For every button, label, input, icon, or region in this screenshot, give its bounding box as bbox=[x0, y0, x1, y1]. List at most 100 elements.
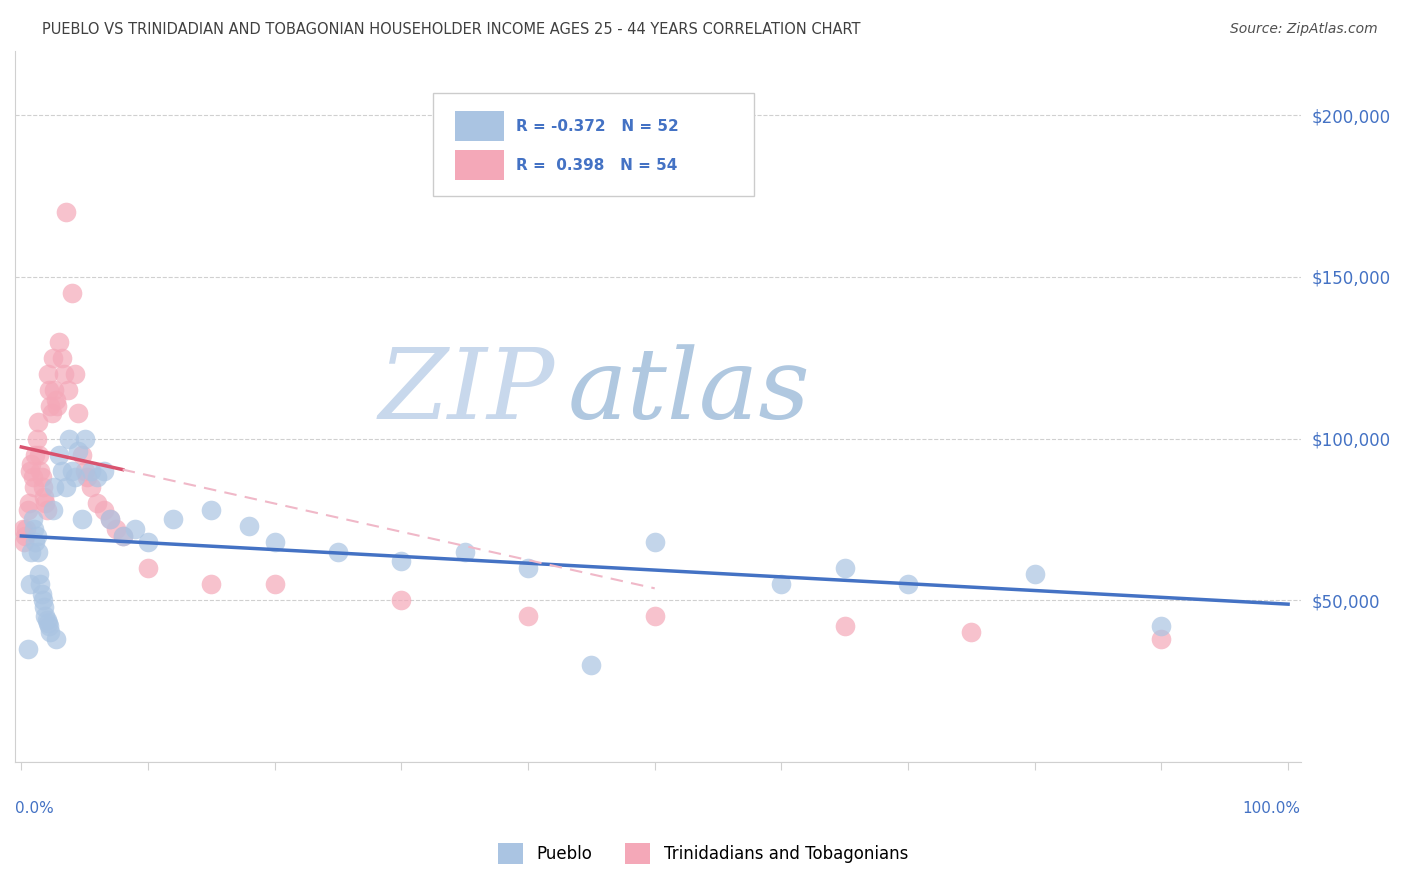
Point bbox=[38, 619, 60, 633]
Point bbox=[73, 432, 96, 446]
Point bbox=[31, 593, 53, 607]
Point bbox=[31, 480, 53, 494]
Point bbox=[454, 544, 477, 558]
Point bbox=[111, 528, 134, 542]
Point bbox=[389, 593, 412, 607]
Point bbox=[389, 554, 412, 568]
Point bbox=[32, 490, 55, 504]
Point bbox=[39, 625, 62, 640]
Point bbox=[1024, 567, 1046, 582]
Point bbox=[38, 383, 60, 397]
Point bbox=[200, 502, 222, 516]
Point bbox=[80, 480, 103, 494]
Bar bbox=[454, 112, 503, 141]
Bar bbox=[454, 150, 503, 180]
Text: R =  0.398   N = 54: R = 0.398 N = 54 bbox=[516, 158, 678, 173]
Point bbox=[70, 512, 93, 526]
Point bbox=[34, 496, 56, 510]
Point bbox=[35, 613, 58, 627]
Point bbox=[42, 502, 65, 516]
Point bbox=[834, 561, 856, 575]
Point bbox=[98, 512, 121, 526]
Text: PUEBLO VS TRINIDADIAN AND TOBAGONIAN HOUSEHOLDER INCOME AGES 25 - 44 YEARS CORRE: PUEBLO VS TRINIDADIAN AND TOBAGONIAN HOU… bbox=[42, 22, 860, 37]
Point bbox=[48, 448, 70, 462]
Text: 100.0%: 100.0% bbox=[1243, 801, 1301, 816]
Point bbox=[30, 464, 52, 478]
Point bbox=[60, 286, 83, 301]
Point bbox=[644, 609, 666, 624]
Point bbox=[63, 470, 86, 484]
Point bbox=[105, 522, 128, 536]
Point bbox=[44, 480, 66, 494]
Point bbox=[162, 512, 184, 526]
Point bbox=[22, 522, 45, 536]
Text: ZIP: ZIP bbox=[378, 344, 555, 440]
Point bbox=[58, 432, 80, 446]
Point bbox=[581, 657, 603, 672]
Point bbox=[67, 406, 90, 420]
Point bbox=[1150, 619, 1173, 633]
Point bbox=[834, 619, 856, 633]
Point bbox=[897, 577, 920, 591]
Point bbox=[517, 609, 540, 624]
Text: Source: ZipAtlas.com: Source: ZipAtlas.com bbox=[1230, 22, 1378, 37]
Point bbox=[41, 406, 63, 420]
Point bbox=[238, 518, 260, 533]
Legend: Pueblo, Trinidadians and Tobagonians: Pueblo, Trinidadians and Tobagonians bbox=[491, 837, 915, 871]
Point bbox=[44, 383, 66, 397]
Point bbox=[32, 599, 55, 614]
Point bbox=[28, 448, 51, 462]
Point bbox=[39, 399, 62, 413]
Text: atlas: atlas bbox=[568, 344, 811, 440]
Point bbox=[93, 464, 115, 478]
Point bbox=[27, 544, 49, 558]
Point bbox=[45, 399, 67, 413]
Point bbox=[48, 334, 70, 349]
Point bbox=[31, 470, 53, 484]
Text: R = -0.372   N = 52: R = -0.372 N = 52 bbox=[516, 119, 679, 134]
Point bbox=[21, 470, 44, 484]
Point bbox=[86, 496, 108, 510]
Point bbox=[20, 544, 42, 558]
Point bbox=[18, 496, 41, 510]
Point bbox=[13, 535, 35, 549]
Point bbox=[17, 502, 39, 516]
Point bbox=[37, 367, 59, 381]
Point bbox=[28, 567, 51, 582]
Point bbox=[136, 561, 159, 575]
FancyBboxPatch shape bbox=[433, 94, 754, 196]
Point bbox=[80, 464, 103, 478]
Point bbox=[35, 502, 58, 516]
Point bbox=[21, 512, 44, 526]
Point bbox=[770, 577, 793, 591]
Point bbox=[517, 561, 540, 575]
Point bbox=[17, 641, 39, 656]
Point bbox=[111, 528, 134, 542]
Point bbox=[53, 367, 76, 381]
Point bbox=[24, 535, 46, 549]
Point bbox=[67, 444, 90, 458]
Point bbox=[55, 205, 77, 219]
Point bbox=[18, 577, 41, 591]
Point bbox=[86, 470, 108, 484]
Point bbox=[58, 383, 80, 397]
Point bbox=[55, 480, 77, 494]
Point bbox=[1150, 632, 1173, 646]
Point bbox=[44, 392, 66, 407]
Point bbox=[25, 432, 48, 446]
Point bbox=[70, 448, 93, 462]
Point bbox=[20, 458, 42, 472]
Point bbox=[644, 535, 666, 549]
Point bbox=[93, 502, 115, 516]
Point bbox=[31, 587, 53, 601]
Point bbox=[44, 632, 66, 646]
Point bbox=[14, 528, 37, 542]
Point bbox=[63, 367, 86, 381]
Point bbox=[60, 464, 83, 478]
Point bbox=[200, 577, 222, 591]
Point bbox=[51, 351, 73, 365]
Point bbox=[18, 464, 41, 478]
Point bbox=[22, 480, 45, 494]
Point bbox=[960, 625, 983, 640]
Point bbox=[263, 577, 285, 591]
